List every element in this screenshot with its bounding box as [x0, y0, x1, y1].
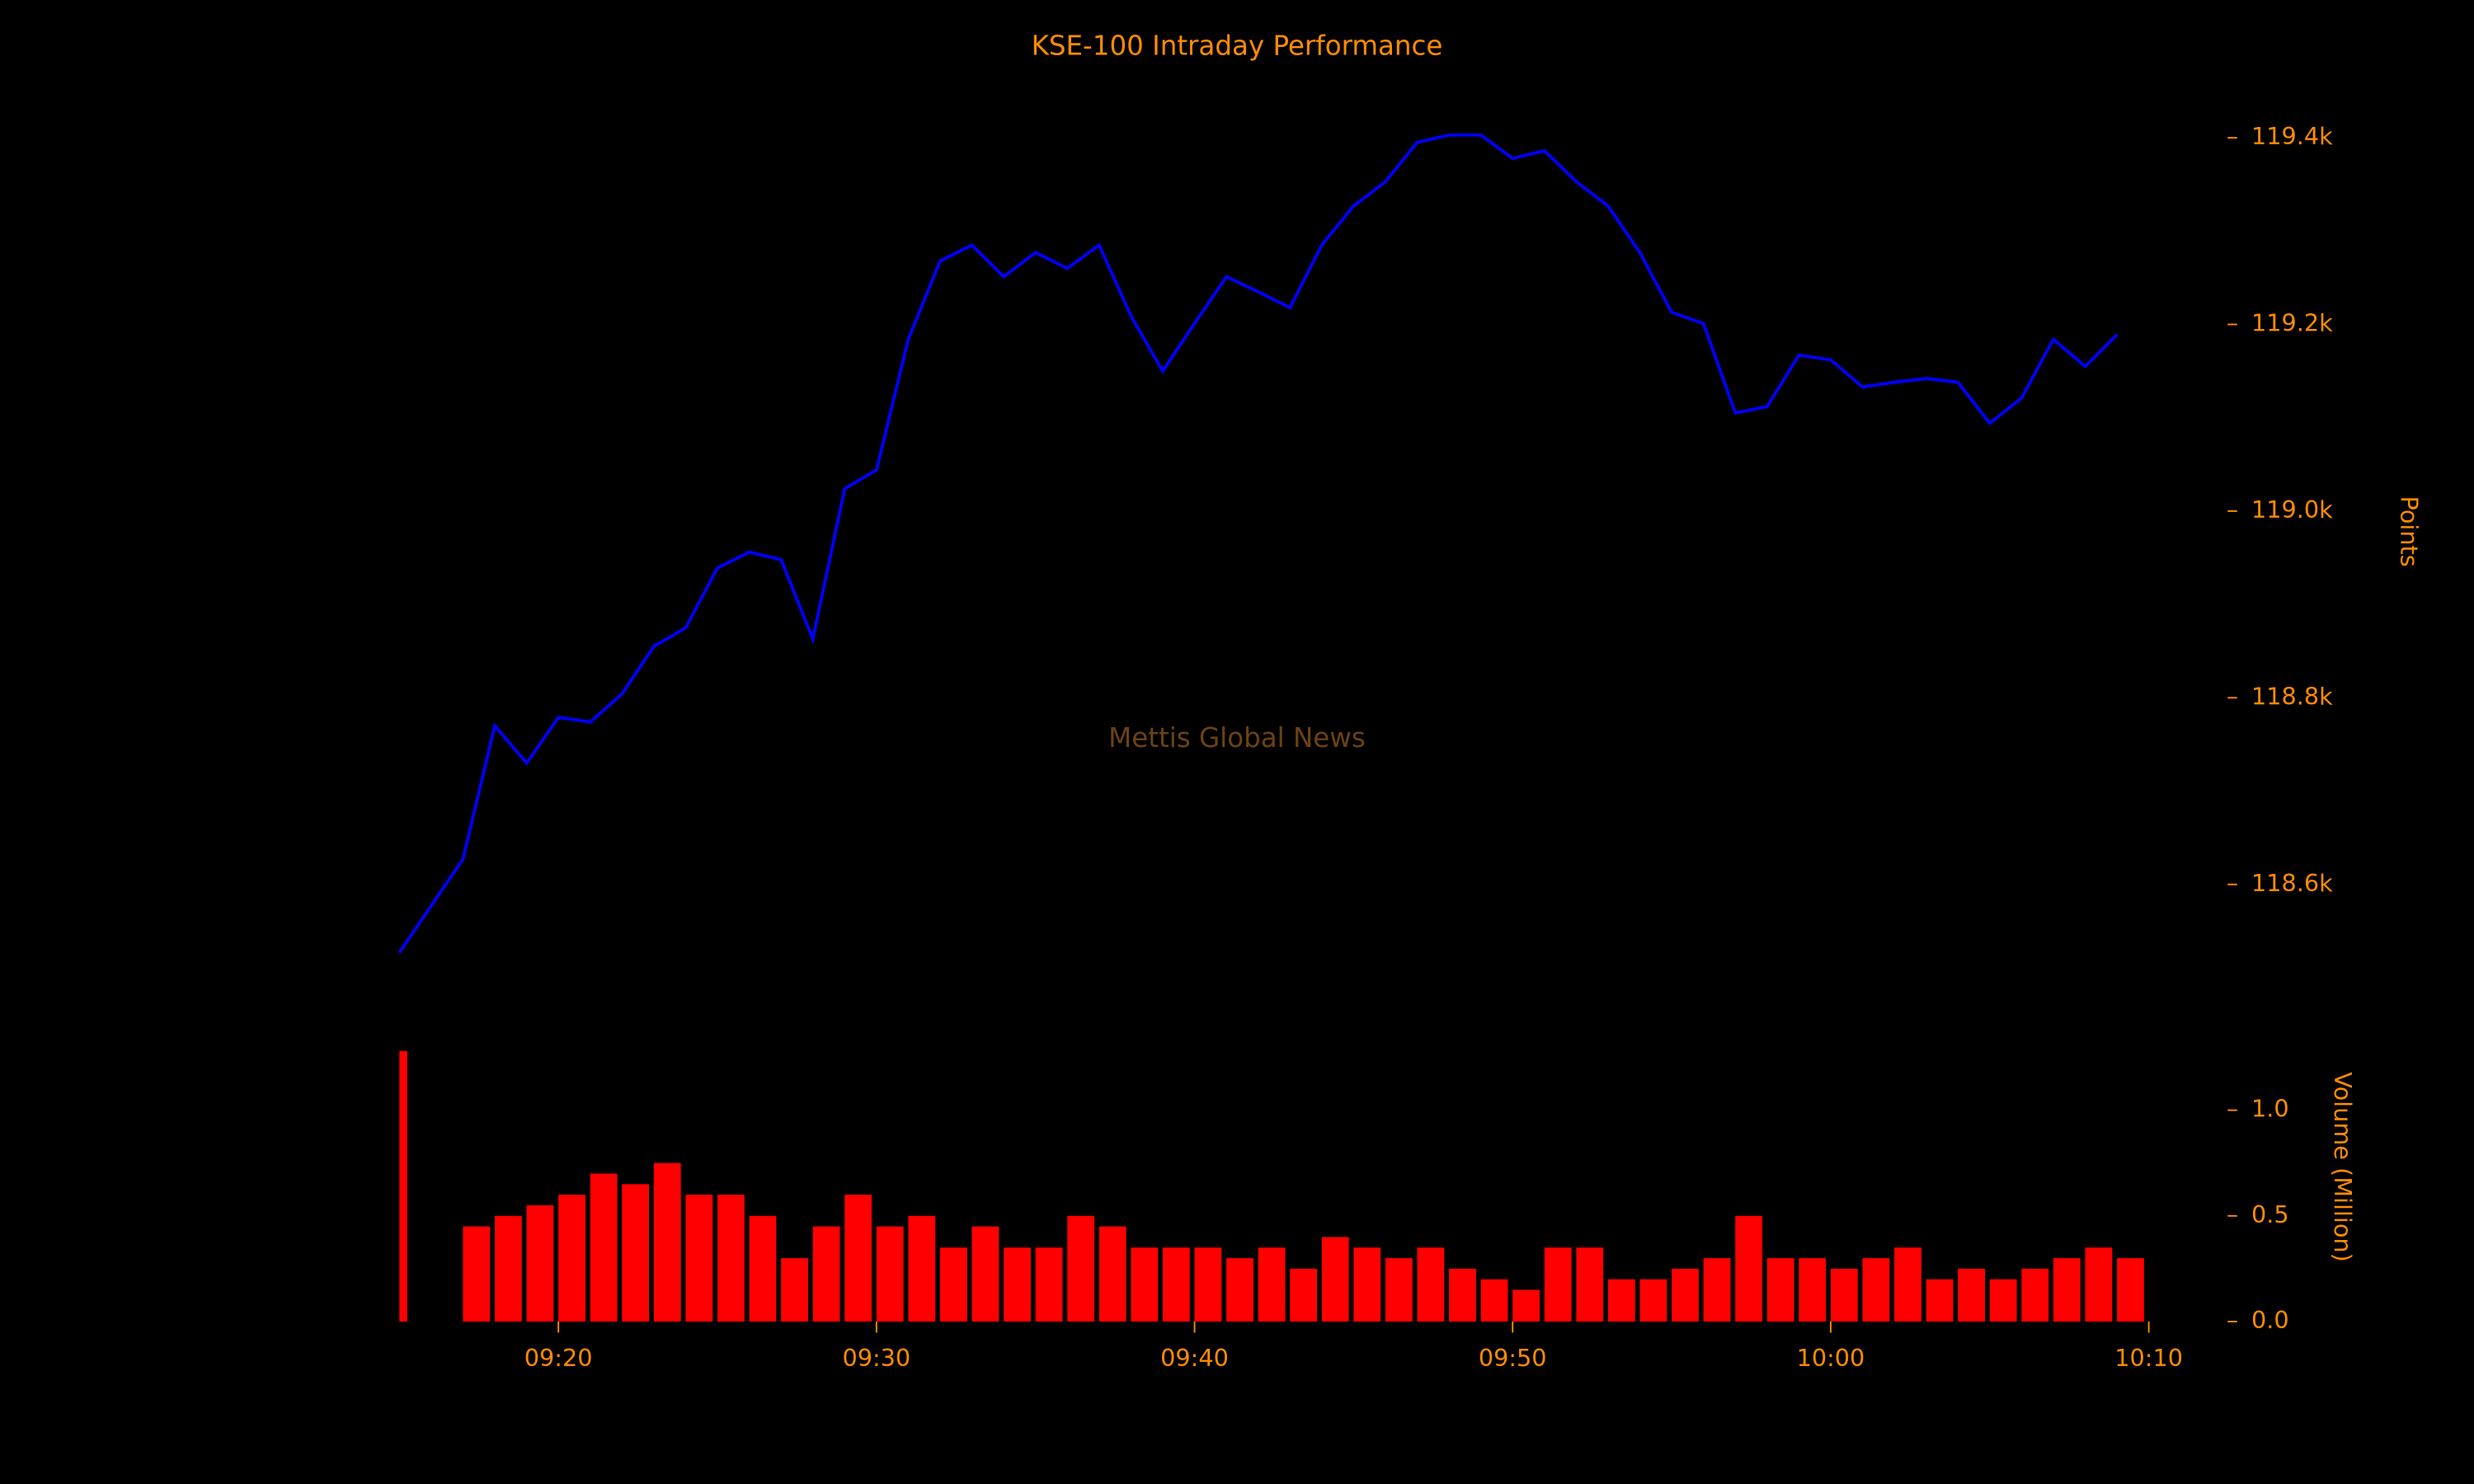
volume-bar	[1449, 1268, 1476, 1322]
volume-bar	[2085, 1247, 2113, 1322]
y-tick-label: 118.6k	[2251, 869, 2333, 897]
watermark: Mettis Global News	[1108, 722, 1366, 754]
chart-title: KSE-100 Intraday Performance	[1032, 30, 1443, 61]
y-tick-label: 1.0	[2251, 1095, 2289, 1123]
volume-bar	[1989, 1279, 2017, 1322]
y-tick-label: 0.0	[2251, 1306, 2289, 1334]
volume-bar	[876, 1226, 904, 1322]
x-tick-label: 10:00	[1797, 1344, 1865, 1372]
volume-bar	[494, 1215, 522, 1322]
x-tick-label: 09:50	[1479, 1344, 1547, 1372]
volume-bar	[1544, 1247, 1572, 1322]
volume-bar	[1067, 1215, 1095, 1322]
volume-bar	[1131, 1247, 1159, 1322]
x-tick-label: 10:10	[2114, 1344, 2183, 1372]
volume-bar	[590, 1173, 618, 1322]
volume-bar	[399, 1050, 407, 1322]
volume-bar	[939, 1247, 967, 1322]
volume-bar	[1035, 1247, 1063, 1322]
y-tick-label: 119.0k	[2251, 495, 2333, 524]
volume-bar	[463, 1226, 491, 1322]
volume-bar	[1639, 1279, 1667, 1322]
volume-bar	[1766, 1258, 1794, 1322]
volume-bar	[1290, 1268, 1318, 1322]
y2-axis-label: Volume (Million)	[2329, 1072, 2357, 1262]
volume-bar	[1480, 1279, 1508, 1322]
volume-bar	[1926, 1279, 1954, 1322]
volume-bar	[1353, 1247, 1381, 1322]
volume-bar	[1894, 1247, 1921, 1322]
volume-bar	[781, 1258, 808, 1322]
y-axis-label: Points	[2395, 496, 2423, 567]
volume-bar	[1385, 1258, 1413, 1322]
volume-bar	[2117, 1258, 2144, 1322]
volume-bar	[1321, 1237, 1349, 1322]
y-tick-label: 118.8k	[2251, 682, 2333, 710]
volume-bar	[812, 1226, 840, 1322]
volume-bar	[1735, 1215, 1763, 1322]
volume-bar	[685, 1195, 713, 1322]
volume-bar	[653, 1162, 681, 1322]
volume-bar	[526, 1205, 554, 1322]
x-tick-label: 09:30	[842, 1344, 910, 1372]
volume-bar	[2021, 1268, 2049, 1322]
volume-bar	[749, 1215, 777, 1322]
volume-bar	[1607, 1279, 1635, 1322]
y-tick-label: 119.4k	[2251, 122, 2333, 150]
volume-bar	[1703, 1258, 1731, 1322]
volume-bar	[1512, 1289, 1540, 1322]
volume-bar	[1162, 1247, 1190, 1322]
volume-bar	[1799, 1258, 1827, 1322]
price-line	[397, 133, 2119, 954]
volume-bar	[1576, 1247, 1604, 1322]
volume-bar	[1194, 1247, 1222, 1322]
volume-bar	[1672, 1268, 1699, 1322]
volume-bar	[1004, 1247, 1031, 1322]
x-tick-label: 09:40	[1160, 1344, 1229, 1372]
y-tick-label: 0.5	[2251, 1200, 2289, 1228]
volume-bar	[844, 1195, 872, 1322]
volume-bar	[622, 1184, 650, 1322]
volume-bar	[1417, 1247, 1445, 1322]
x-tick-label: 09:20	[524, 1344, 593, 1372]
volume-bar	[1958, 1268, 1985, 1322]
volume-bar	[2053, 1258, 2081, 1322]
volume-bar	[971, 1226, 999, 1322]
y-tick-label: 119.2k	[2251, 309, 2333, 337]
volume-bar	[1098, 1226, 1126, 1322]
volume-bar	[717, 1195, 745, 1322]
volume-bar	[558, 1195, 586, 1322]
volume-bar	[908, 1215, 936, 1322]
volume-bar	[1862, 1258, 1890, 1322]
volume-bar	[1226, 1258, 1253, 1322]
volume-bar	[1258, 1247, 1286, 1322]
volume-bar	[1830, 1268, 1858, 1322]
